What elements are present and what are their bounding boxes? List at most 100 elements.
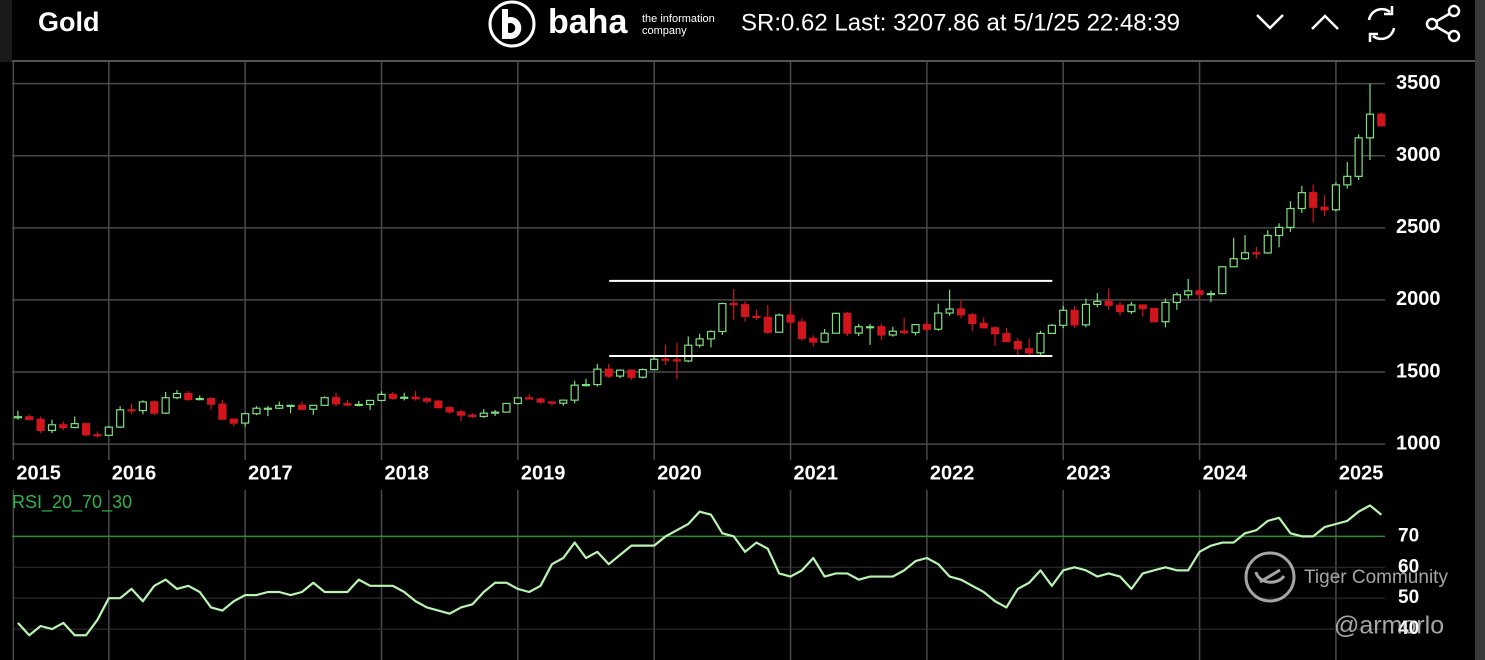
candle-body — [1081, 303, 1091, 326]
candle-body — [945, 308, 954, 314]
candle-body — [570, 384, 579, 401]
candle-body — [559, 399, 568, 404]
candle — [888, 326, 897, 337]
x-tick-label: 2024 — [1203, 462, 1248, 484]
y-tick-label: 50 — [1398, 587, 1419, 608]
share-button[interactable] — [1425, 4, 1461, 43]
candle-body — [1343, 175, 1352, 186]
indicator-label: RSI_20_70_30 — [12, 492, 132, 513]
header-title: Gold — [38, 7, 100, 37]
candle — [900, 317, 909, 335]
candle — [1218, 265, 1227, 295]
candle-body — [47, 424, 57, 432]
candle — [309, 404, 318, 415]
candle-body — [1127, 304, 1136, 313]
scroll-up-button[interactable] — [1311, 14, 1339, 30]
candle — [1331, 182, 1341, 212]
candle-body — [491, 411, 500, 414]
y-tick-label: 2500 — [1396, 216, 1441, 238]
candle-body — [695, 338, 704, 346]
candle — [366, 399, 375, 411]
candle-body — [297, 404, 307, 410]
candle — [911, 323, 920, 336]
candle — [59, 421, 68, 431]
candle-body — [479, 412, 488, 418]
candle-body — [763, 316, 772, 333]
candle — [1297, 186, 1306, 213]
candle-body — [1240, 252, 1250, 260]
scroll-down-button[interactable] — [1256, 14, 1284, 30]
candle-body — [218, 403, 227, 420]
candle — [479, 409, 488, 418]
candle — [1240, 235, 1250, 260]
brand-tagline: company — [642, 25, 687, 37]
candle — [229, 418, 238, 427]
x-tick-label: 2017 — [248, 462, 293, 484]
x-tick-label: 2015 — [16, 462, 61, 484]
y-tick-label: 70 — [1398, 525, 1419, 546]
candle-body — [718, 302, 727, 333]
candle — [1320, 195, 1329, 216]
candle — [502, 402, 511, 413]
candle — [695, 333, 704, 348]
candle-body — [422, 398, 432, 402]
candle — [922, 321, 931, 332]
candle-body — [161, 397, 170, 414]
candle — [570, 380, 579, 404]
candle — [1229, 237, 1238, 268]
candle — [320, 396, 329, 406]
candle-body — [638, 368, 647, 378]
candle — [1138, 304, 1147, 317]
plot-area: 2015 2016 2017 2018 2019 2020 2021 2022 2023 2024… — [12, 62, 1441, 660]
candle — [945, 289, 954, 316]
candle — [138, 400, 147, 415]
candle-body — [434, 400, 443, 409]
refresh-arc — [1372, 27, 1396, 41]
candle — [1377, 112, 1386, 127]
candle — [604, 363, 613, 378]
candle-body — [354, 403, 363, 407]
candle — [740, 301, 750, 322]
candle — [286, 404, 295, 414]
candle — [127, 403, 136, 415]
candle — [809, 335, 818, 347]
candle — [1286, 201, 1295, 232]
candle — [616, 369, 625, 379]
x-tick-label: 2021 — [794, 462, 839, 484]
candle-body — [1320, 206, 1329, 211]
candle — [343, 400, 352, 407]
candle-body — [445, 407, 454, 413]
candle-body — [138, 401, 147, 412]
candle — [206, 397, 216, 410]
candle-body — [1059, 309, 1068, 326]
candle — [1059, 305, 1068, 329]
candle — [559, 399, 568, 406]
refresh-button[interactable] — [1367, 6, 1396, 42]
candle-body — [1070, 309, 1079, 326]
y-tick-label: 60 — [1398, 556, 1419, 577]
candle-body — [956, 308, 966, 316]
candle-body — [309, 404, 318, 410]
candle — [672, 342, 682, 380]
candle — [752, 309, 761, 321]
candle — [1252, 246, 1261, 259]
candle-body — [1172, 294, 1181, 303]
candle — [297, 401, 307, 411]
candle — [104, 425, 113, 436]
candle-body — [1002, 333, 1011, 343]
candle — [70, 416, 79, 429]
candle-body — [468, 414, 477, 418]
candle-body — [25, 416, 34, 420]
candle-body — [775, 314, 784, 333]
candle-body — [1195, 290, 1204, 295]
candle-body — [854, 326, 863, 334]
candle — [184, 391, 193, 401]
candle — [445, 405, 454, 414]
candle-body — [968, 314, 977, 325]
candle-body — [275, 404, 284, 409]
right-edge — [1475, 0, 1485, 660]
candle-body — [990, 327, 1000, 335]
